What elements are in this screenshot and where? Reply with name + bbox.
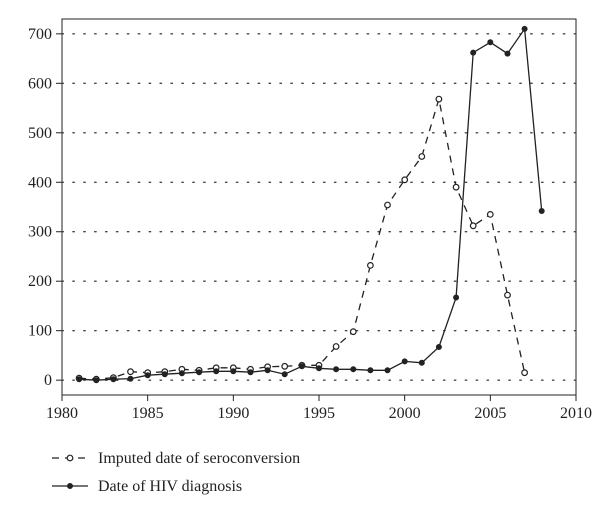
data-point-0-1997 <box>349 328 357 336</box>
x-tick-label-1995: 1995 <box>303 405 335 422</box>
data-point-1-2005 <box>487 39 494 46</box>
data-point-1-1988 <box>196 369 203 376</box>
data-point-0-2007 <box>521 369 528 377</box>
x-axis: 1980 1985 1990 1995 2000 2005 2010 <box>46 395 592 422</box>
plot-frame <box>61 18 577 396</box>
data-point-1-1984 <box>127 375 134 382</box>
series-line-1 <box>79 27 543 381</box>
grid-lines <box>61 33 577 381</box>
legend: Imputed date of seroconversion Date of H… <box>52 450 300 495</box>
data-point-0-2003 <box>452 183 460 191</box>
data-point-1-1999 <box>384 367 391 374</box>
data-point-1-2007 <box>521 25 528 32</box>
data-point-0-2004 <box>469 222 477 230</box>
data-point-1-2008 <box>538 208 545 214</box>
y-tick-label-200: 200 <box>28 273 52 290</box>
y-tick-label-0: 0 <box>44 372 52 389</box>
data-point-1-2003 <box>453 294 460 301</box>
y-tick-label-500: 500 <box>28 125 52 142</box>
data-point-1-1994 <box>298 363 305 370</box>
x-tick-label-2005: 2005 <box>474 405 506 422</box>
y-axis: 0 100 200 300 400 500 600 700 <box>28 26 62 389</box>
data-point-1-1987 <box>178 370 185 377</box>
y-tick-label-700: 700 <box>28 26 52 43</box>
legend-item-hiv-diagnosis: Date of HIV diagnosis <box>52 478 242 495</box>
data-point-1-2004 <box>470 49 477 56</box>
data-point-1-2002 <box>435 344 442 350</box>
data-point-1-1981 <box>76 376 83 383</box>
data-point-1-1990 <box>230 368 237 375</box>
data-point-1-1991 <box>247 369 254 376</box>
data-point-1-1995 <box>316 365 322 372</box>
data-point-1-2001 <box>418 359 425 366</box>
data-point-1-1998 <box>367 367 374 374</box>
data-point-0-1984 <box>127 368 134 376</box>
series-layer <box>75 25 545 384</box>
data-point-0-1993 <box>281 362 289 370</box>
x-tick-label-1980: 1980 <box>46 405 78 422</box>
data-point-1-1982 <box>93 377 100 384</box>
data-point-1-1993 <box>281 371 288 378</box>
legend-marker-hiv-diagnosis <box>67 483 73 489</box>
data-point-0-2005 <box>486 210 494 218</box>
data-point-1-1983 <box>110 376 117 383</box>
legend-label-seroconversion: Imputed date of seroconversion <box>98 450 300 467</box>
data-point-1-2006 <box>504 50 511 57</box>
data-point-1-1997 <box>350 366 357 373</box>
data-point-0-2002 <box>435 95 443 103</box>
x-tick-label-2000: 2000 <box>389 405 421 422</box>
x-tick-label-1985: 1985 <box>132 405 164 422</box>
y-tick-label-300: 300 <box>28 224 52 241</box>
data-point-0-1998 <box>367 262 374 269</box>
legend-marker-seroconversion <box>66 454 74 462</box>
data-point-1-1989 <box>213 368 220 375</box>
y-tick-label-100: 100 <box>28 323 52 340</box>
legend-label-hiv-diagnosis: Date of HIV diagnosis <box>98 478 242 495</box>
data-point-0-2000 <box>401 176 409 184</box>
series-1 <box>76 25 545 384</box>
data-point-0-2001 <box>418 153 426 160</box>
series-line-0 <box>79 98 526 380</box>
data-point-1-1996 <box>333 366 340 373</box>
y-tick-label-600: 600 <box>28 75 52 92</box>
data-point-0-2006 <box>504 291 511 299</box>
data-point-1-1992 <box>264 367 271 374</box>
y-tick-label-400: 400 <box>28 174 52 191</box>
legend-item-seroconversion: Imputed date of seroconversion <box>52 450 300 467</box>
x-tick-label-1990: 1990 <box>217 405 249 422</box>
data-point-0-1996 <box>332 343 340 350</box>
data-point-1-2000 <box>401 358 408 365</box>
data-point-1-1986 <box>161 371 168 378</box>
data-point-1-1985 <box>144 372 151 379</box>
x-tick-label-2010: 2010 <box>560 405 592 422</box>
data-point-0-1999 <box>384 201 391 209</box>
